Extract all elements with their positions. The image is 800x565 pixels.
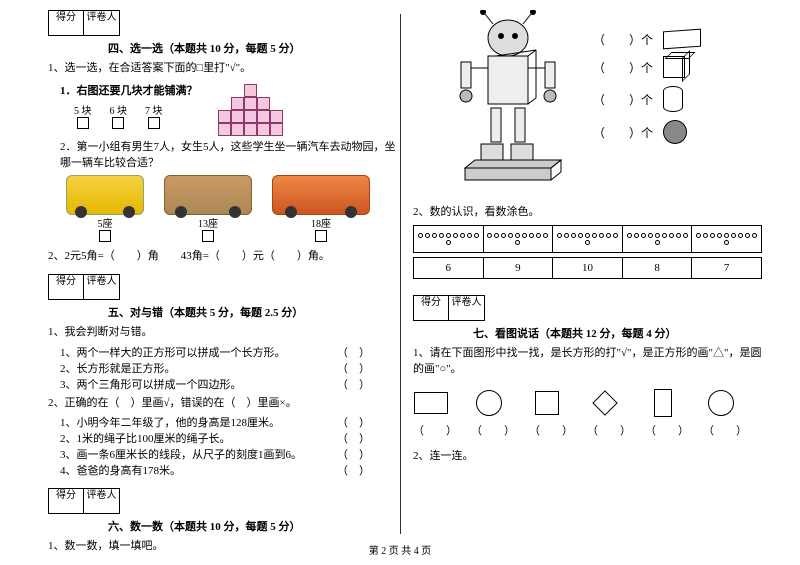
section-4-title: 四、选一选（本题共 10 分，每题 5 分） — [108, 40, 397, 56]
page-footer: 第 2 页 共 4 页 — [0, 542, 800, 557]
s7-q1: 1、请在下面图形中找一找，是长方形的打"√"，是正方形的画"△"，是圆的画"○"… — [413, 345, 762, 378]
s5-i1-2: 2、长方形就是正方形。（ ） — [60, 360, 370, 376]
num-7: 7 — [692, 258, 761, 278]
num-8: 8 — [623, 258, 693, 278]
s5-i2-2: 2、1米的绳子比100厘米的绳子长。（ ） — [60, 430, 370, 446]
seat-5: 5座 — [98, 219, 113, 230]
robot-figure — [423, 10, 593, 200]
shape-circle — [471, 388, 507, 418]
opt-6: 6 块 — [110, 106, 128, 117]
car-bus — [272, 175, 370, 215]
count-cylinder: （ ）个 — [593, 91, 653, 108]
opt-7: 7 块 — [145, 106, 163, 117]
checkbox-7[interactable] — [148, 117, 160, 129]
column-divider — [400, 14, 401, 534]
left-column: 得分 评卷人 四、选一选（本题共 10 分，每题 5 分） 1、选一选，在合适答… — [40, 10, 405, 540]
s4-options: 5 块 6 块 7 块 — [74, 102, 198, 129]
cube-icon — [663, 56, 685, 78]
score-box-6: 得分 评卷人 — [48, 488, 120, 514]
seat-18: 18座 — [311, 219, 331, 230]
dots-9 — [484, 230, 553, 248]
score-box-5: 得分 评卷人 — [48, 274, 120, 300]
cylinder-icon — [663, 86, 683, 112]
checkbox-6[interactable] — [112, 117, 124, 129]
nums-row: 6 9 10 8 7 — [413, 257, 762, 279]
dots-row — [413, 225, 762, 253]
cuboid-icon — [663, 29, 701, 50]
opt-5: 5 块 — [74, 106, 92, 117]
num-6: 6 — [414, 258, 484, 278]
s5-i2-1: 1、小明今年二年级了，他的身高是128厘米。（ ） — [60, 414, 370, 430]
seat-13: 13座 — [198, 219, 218, 230]
checkbox-5[interactable] — [77, 117, 89, 129]
s7-q2: 2、连一连。 — [413, 448, 762, 465]
s5-i1-1: 1、两个一样大的正方形可以拼成一个长方形。（ ） — [60, 344, 370, 360]
s4-q1: 1、选一选，在合适答案下面的□里打"√"。 — [48, 60, 397, 77]
dots-q: 2、数的认识，看数涂色。 — [413, 204, 762, 221]
count-sphere: （ ）个 — [593, 124, 653, 141]
section-5-title: 五、对与错（本题共 5 分，每题 2.5 分） — [108, 304, 397, 320]
shape-square — [529, 388, 565, 418]
s4-q2: 2、2元5角=（ ）角 43角=（ ）元（ ）角。 — [48, 248, 397, 265]
car-row: 5座 13座 18座 — [66, 175, 397, 242]
dots-7 — [692, 230, 761, 248]
shape-circle2 — [703, 388, 739, 418]
shape-count-column: （ ）个 （ ）个 （ ）个 （ ）个 — [593, 30, 701, 200]
score-box-7: 得分 评卷人 — [413, 295, 485, 321]
shape-diamond — [587, 388, 623, 418]
shape-row: （ ） （ ） （ ） （ ） （ ） （ ） — [413, 388, 762, 438]
car-taxi — [66, 175, 144, 215]
s4-q1-2: 2．第一小组有男生7人，女生5人，这些学生坐一辆汽车去动物园，坐哪一辆车比较合适… — [60, 139, 397, 172]
dots-6 — [414, 230, 483, 248]
dots-10 — [553, 230, 622, 248]
s4-q1-1: 1．右图还要几块才能铺满？ — [60, 83, 198, 100]
count-cube: （ ）个 — [593, 59, 653, 76]
section-7-title: 七、看图说话（本题共 12 分，每题 4 分） — [473, 325, 762, 341]
sphere-icon — [663, 120, 687, 144]
score-label: 得分 — [49, 11, 84, 35]
checkbox-seat13[interactable] — [202, 230, 214, 242]
s5-i2-3: 3、画一条6厘米长的线段，从尺子的刻度1画到6。（ ） — [60, 446, 370, 462]
num-10: 10 — [553, 258, 623, 278]
tile-grid — [218, 84, 283, 136]
s5-i2-4: 4、爸爸的身高有178米。（ ） — [60, 462, 370, 478]
dots-8 — [623, 230, 692, 248]
checkbox-seat18[interactable] — [315, 230, 327, 242]
s5-q1: 1、我会判断对与错。 — [48, 324, 397, 341]
score-box-4: 得分 评卷人 — [48, 10, 120, 36]
num-9: 9 — [484, 258, 554, 278]
checkbox-seat5[interactable] — [99, 230, 111, 242]
right-column: （ ）个 （ ）个 （ ）个 （ ）个 2、数的认识，看数涂色。 6 9 10 … — [405, 10, 770, 540]
shape-rect — [413, 388, 449, 418]
car-minibus — [164, 175, 252, 215]
shape-tallrect — [645, 388, 681, 418]
count-cuboid: （ ）个 — [593, 31, 653, 48]
s5-i1-3: 3、两个三角形可以拼成一个四边形。（ ） — [60, 376, 370, 392]
s5-q2: 2、正确的在（ ）里画√，错误的在（ ）里画×。 — [48, 395, 397, 412]
section-6-title: 六、数一数（本题共 10 分，每题 5 分） — [108, 518, 397, 534]
grader-label: 评卷人 — [84, 11, 119, 35]
